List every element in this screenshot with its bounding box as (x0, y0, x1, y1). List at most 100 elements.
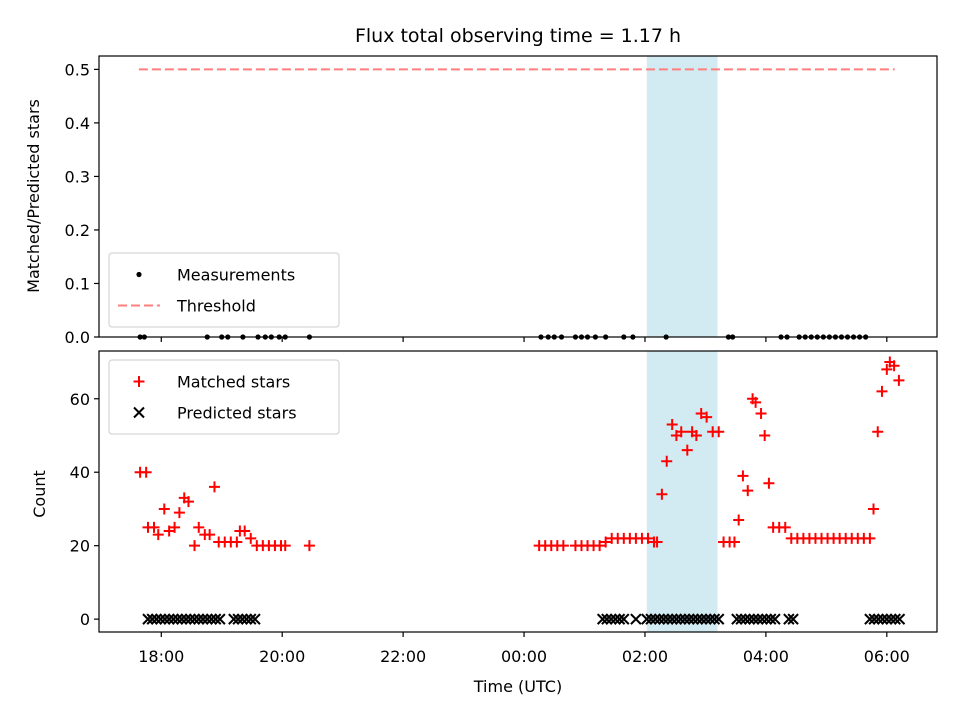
legend-matched-swatch (133, 376, 145, 387)
predicted-star-point (641, 613, 653, 625)
predicted-star-point (691, 613, 704, 625)
y-tick-label: 0.5 (65, 60, 90, 79)
top-panel-frame (98, 55, 938, 338)
predicted-star-point (783, 613, 795, 625)
matched-star-point (182, 496, 194, 508)
matched-star-point (208, 481, 220, 493)
bottom-panel: 0 20 40 60 18:00 20:00 22:00 00:00 02:00 04:00 06… (30, 350, 938, 696)
matched-star-point (864, 532, 876, 544)
x-tick-label: 18:00 (138, 647, 184, 666)
predicted-star-point (205, 613, 218, 625)
predicted-star-point (245, 613, 257, 625)
predicted-star-point (154, 613, 167, 625)
predicted-star-point (645, 613, 657, 625)
predicted-star-point (240, 613, 253, 625)
predicted-star-point (748, 613, 760, 625)
observing-span-shade-bottom (646, 351, 718, 632)
legend-label: Matched stars (177, 373, 290, 392)
y-tick-label: 0 (80, 610, 90, 629)
bottom-x-ticks: 18:00 20:00 22:00 00:00 02:00 04:00 06:00 (138, 632, 910, 666)
predicted-star-point (649, 613, 661, 625)
predicted-star-point (184, 613, 197, 625)
y-tick-label: 40 (70, 463, 90, 482)
matched-star-point (666, 418, 678, 430)
top-x-ticks (160, 337, 888, 342)
top-legend: Measurements Threshold (108, 252, 340, 328)
matched-star-point (759, 429, 771, 441)
matched-star-point (642, 532, 654, 544)
predicted-star-point (683, 613, 695, 625)
predicted-star-point (209, 613, 222, 625)
predicted-star-point (674, 613, 687, 625)
matched-star-point (279, 540, 291, 552)
x-tick-label: 00:00 (501, 647, 547, 666)
observing-span-shade-top (646, 56, 718, 337)
x-tick-label: 06:00 (864, 647, 910, 666)
matched-star-point (303, 540, 315, 552)
predicted-star-point (232, 613, 244, 625)
matched-star-point (245, 532, 257, 544)
bottom-legend: Matched stars Predicted stars (108, 359, 340, 435)
predicted-star-point (249, 613, 261, 625)
predicted-star-point (150, 613, 163, 625)
matched-star-point (152, 529, 164, 541)
predicted-star-point (601, 613, 613, 625)
predicted-star-point (163, 613, 175, 625)
predicted-star-point (756, 613, 768, 625)
matched-star-point (733, 514, 745, 526)
matched-star-point (779, 521, 791, 533)
legend-label: Measurements (177, 266, 295, 285)
legend-measurement-swatch (136, 271, 142, 278)
top-y-axis-label: Matched/Predicted stars (24, 99, 43, 293)
predicted-star-point (596, 613, 609, 625)
bottom-panel-marks (134, 356, 906, 625)
matched-star-point (675, 426, 687, 438)
predicted-star-point (197, 613, 209, 625)
predicted-star-point (180, 613, 192, 625)
predicted-star-point (609, 613, 622, 625)
predicted-star-point (687, 613, 700, 625)
predicted-star-point (735, 613, 747, 625)
predicted-star-point (193, 613, 205, 625)
y-tick-label: 0.3 (65, 167, 90, 186)
matched-star-point (239, 525, 251, 537)
matched-star-point (872, 426, 884, 438)
predicted-star-point (188, 613, 201, 625)
matched-star-point (701, 411, 713, 423)
predicted-star-point (889, 613, 901, 625)
y-tick-label: 0.2 (65, 221, 90, 240)
predicted-star-point (765, 613, 777, 625)
predicted-star-point (613, 613, 626, 625)
x-tick-label: 20:00 (259, 647, 305, 666)
bottom-y-ticks: 0 20 40 60 (70, 390, 99, 629)
matched-star-point (600, 536, 612, 548)
predicted-star-point (171, 613, 184, 625)
predicted-star-point (146, 613, 158, 625)
predicted-star-point (881, 613, 893, 625)
predicted-star-point (743, 613, 756, 625)
legend-box (108, 252, 340, 328)
predicted-star-point (696, 613, 708, 625)
matched-star-point (888, 360, 900, 372)
legend-predicted-swatch (133, 406, 145, 419)
bottom-panel-frame (98, 350, 938, 633)
matched-star-point (169, 521, 181, 533)
predicted-star-point (653, 613, 666, 625)
matched-star-point (158, 503, 170, 515)
matched-star-point (148, 521, 160, 533)
predicted-star-point (670, 613, 683, 625)
y-tick-label: 0.0 (65, 328, 90, 347)
legend-label: Threshold (176, 297, 256, 316)
matched-star-point (189, 540, 201, 552)
predicted-star-point (752, 613, 764, 625)
x-axis-label: Time (UTC) (473, 677, 562, 696)
matched-star-point (594, 540, 606, 552)
predicted-star-point (658, 613, 670, 625)
matched-star-point (755, 407, 767, 419)
matched-star-point (750, 396, 762, 408)
matched-star-point (173, 507, 185, 519)
matched-star-point (690, 429, 702, 441)
predicted-star-point (731, 613, 743, 625)
predicted-star-point (885, 613, 897, 625)
